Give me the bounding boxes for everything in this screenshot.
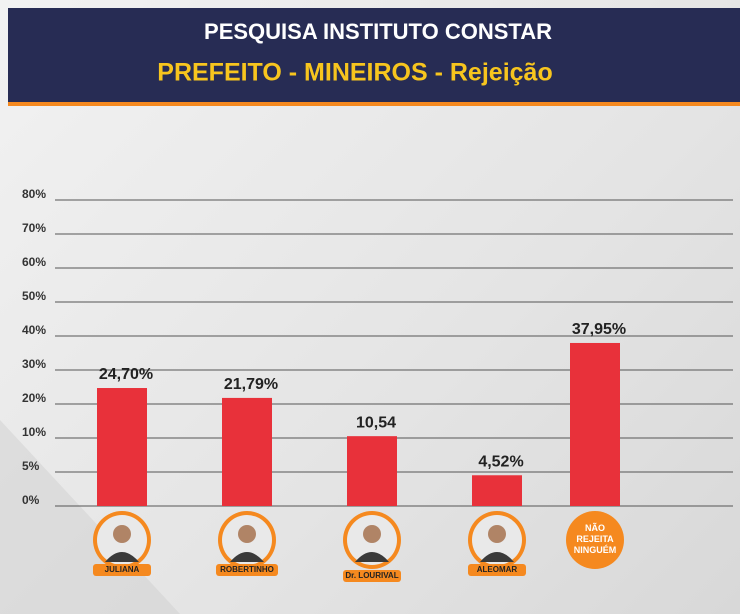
bar bbox=[97, 388, 147, 506]
value-label: 10,54 bbox=[356, 414, 396, 431]
chart-title: PESQUISA INSTITUTO CONSTAR bbox=[204, 19, 552, 44]
bar bbox=[222, 398, 272, 506]
bar bbox=[472, 475, 522, 506]
x-tick-label: ALEOMAR bbox=[477, 565, 518, 574]
y-tick-label: 40% bbox=[22, 323, 46, 337]
y-tick-label: 60% bbox=[22, 255, 46, 269]
photo-head bbox=[238, 525, 256, 543]
y-tick-label: 10% bbox=[22, 425, 46, 439]
decor bbox=[0, 420, 180, 614]
bar bbox=[570, 343, 620, 506]
y-tick-label: 30% bbox=[22, 357, 46, 371]
value-label: 37,95% bbox=[572, 321, 626, 338]
photo-head bbox=[488, 525, 506, 543]
value-label: 24,70% bbox=[99, 366, 153, 383]
y-tick-label: 5% bbox=[22, 459, 40, 473]
value-label: 4,52% bbox=[478, 453, 523, 470]
y-tick-label: 20% bbox=[22, 391, 46, 405]
y-tick-label: 70% bbox=[22, 221, 46, 235]
x-tick-label: Dr. LOURIVAL bbox=[345, 571, 398, 580]
chart: PESQUISA INSTITUTO CONSTAR PREFEITO - MI… bbox=[0, 0, 740, 614]
x-tick-label: NÃO REJEITA NINGUÉM bbox=[567, 523, 623, 556]
header-border bbox=[8, 102, 740, 106]
y-tick-label: 50% bbox=[22, 289, 46, 303]
x-tick-label: JULIANA bbox=[105, 565, 140, 574]
x-tick-label: ROBERTINHO bbox=[220, 565, 274, 574]
y-tick-label: 80% bbox=[22, 187, 46, 201]
value-label: 21,79% bbox=[224, 376, 278, 393]
y-tick-label: 0% bbox=[22, 493, 40, 507]
bar bbox=[347, 436, 397, 506]
photo-head bbox=[363, 525, 381, 543]
chart-subtitle: PREFEITO - MINEIROS - Rejeição bbox=[157, 59, 552, 87]
page: PESQUISA INSTITUTO CONSTAR PREFEITO - MI… bbox=[0, 0, 740, 614]
photo-head bbox=[113, 525, 131, 543]
